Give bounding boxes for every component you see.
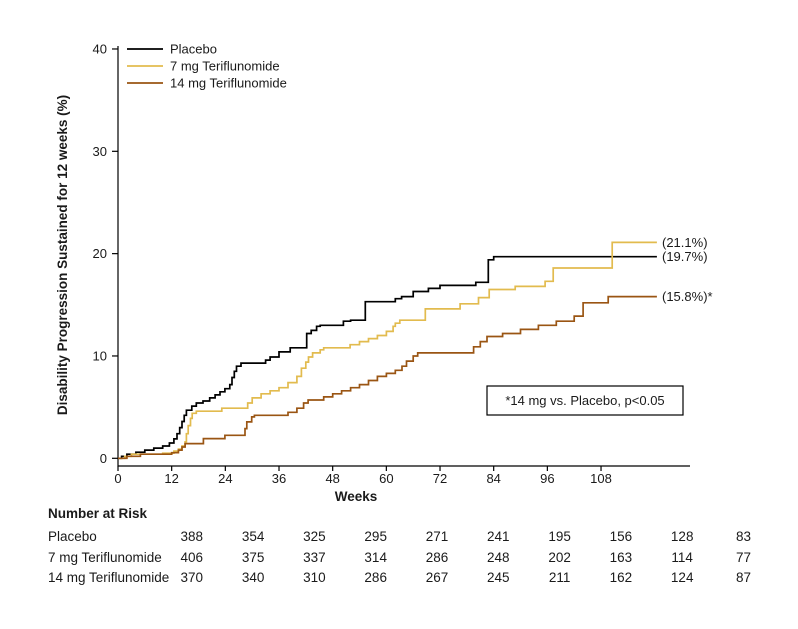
axes-frame [117, 46, 690, 467]
x-tick-label: 108 [590, 471, 612, 486]
annotation-box [486, 385, 684, 416]
legend-label: 14 mg Teriflunomide [170, 76, 287, 91]
x-tick-label: 0 [114, 471, 121, 486]
y-tick-label: 30 [93, 144, 107, 159]
x-axis-title: Weeks [335, 489, 378, 504]
curve-7-mg-teriflunomide [118, 241, 657, 460]
y-axis-title: Disability Progression Sustained for 12 … [55, 95, 70, 415]
x-tick-label: 48 [325, 471, 339, 486]
legend-label: Placebo [170, 42, 217, 57]
x-tick-label: 96 [540, 471, 554, 486]
legend-label: 7 mg Teriflunomide [170, 59, 280, 74]
x-tick-label: 60 [379, 471, 393, 486]
x-tick-label: 36 [272, 471, 286, 486]
x-tick-label: 12 [164, 471, 178, 486]
x-tick-label: 24 [218, 471, 232, 486]
annotation-text: *14 mg vs. Placebo, p<0.05 [505, 393, 664, 408]
curve-placebo [118, 255, 657, 460]
x-tick-label: 72 [433, 471, 447, 486]
y-tick-label: 40 [93, 41, 107, 56]
end-label: (19.7%) [662, 249, 708, 264]
chart-generated-layer: 0 12 24 36 48 60 72 84 96 108 0 10 20 30 40 Placebo (19.… [93, 41, 713, 486]
y-tick-label: 10 [93, 348, 107, 363]
x-tick-label: 84 [486, 471, 500, 486]
end-label: (21.1%) [662, 235, 708, 250]
y-tick-label: 20 [93, 246, 107, 261]
y-tick-label: 0 [100, 451, 107, 466]
end-label: (15.8%)* [662, 289, 713, 304]
curve-14-mg-teriflunomide [118, 295, 657, 460]
